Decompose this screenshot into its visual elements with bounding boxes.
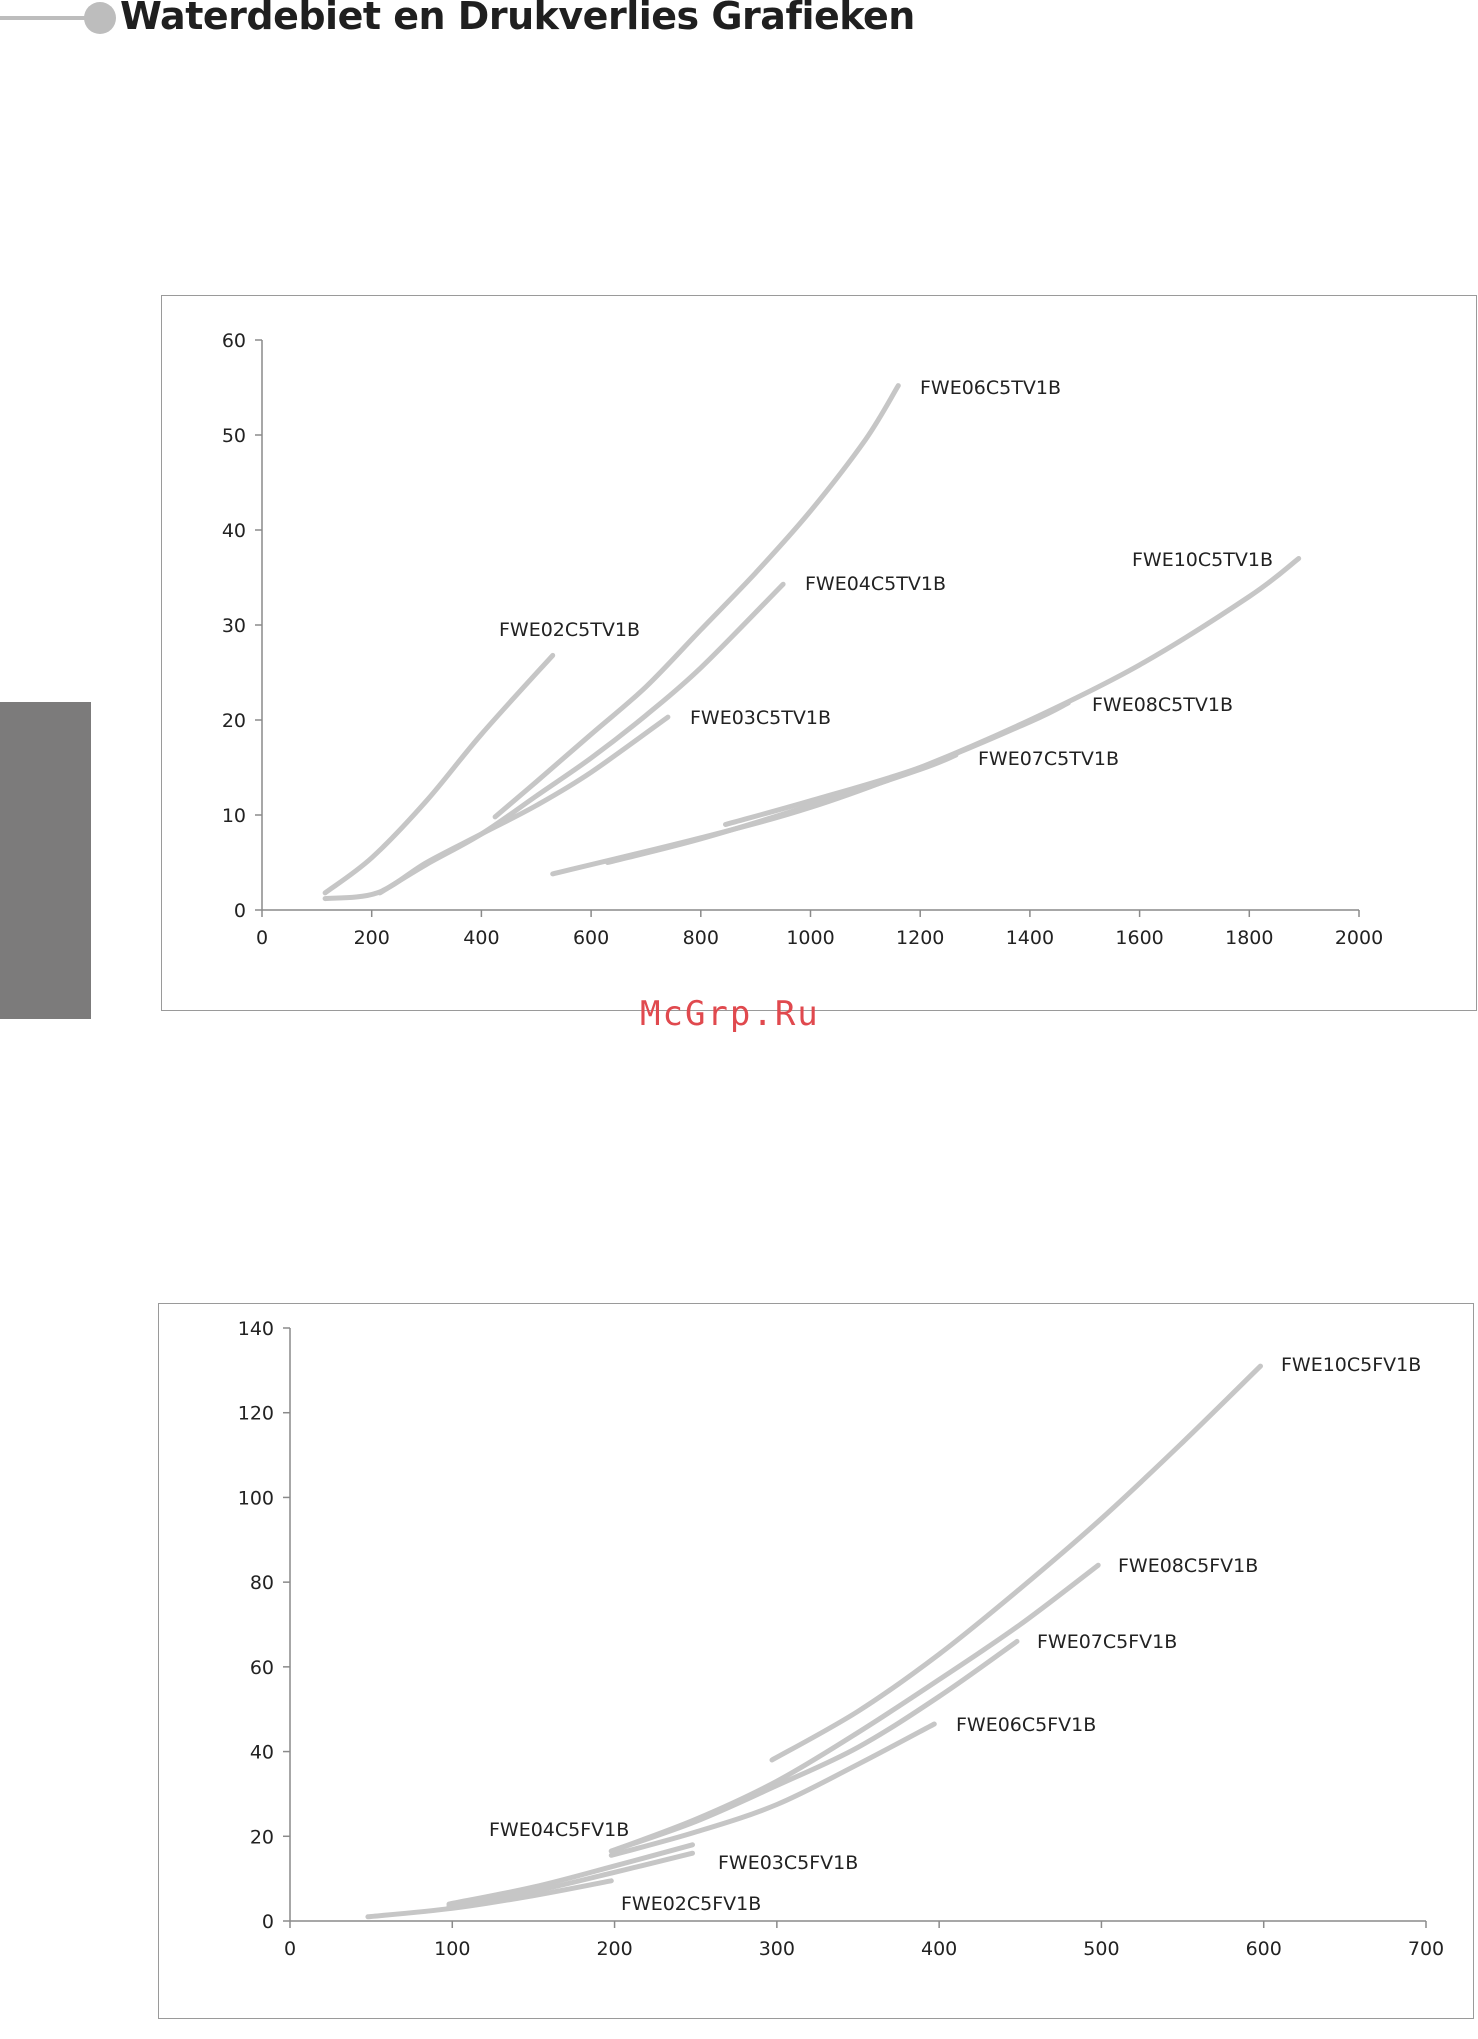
chart-1-x-tick-label: 1000 [786, 927, 834, 949]
chart-1-series-label-fwe02c5tv1b: FWE02C5TV1B [499, 619, 640, 641]
chart-1-series-label-fwe08c5tv1b: FWE08C5TV1B [1092, 694, 1233, 716]
chart-2-series-label-fwe06c5fv1b: FWE06C5FV1B [956, 1714, 1096, 1736]
chart-1-x-tick-label: 0 [256, 927, 268, 949]
chart-1-series-fwe04c5tv1b [377, 581, 786, 896]
chart-2-x-tick-label: 0 [284, 1938, 296, 1960]
chart-2-y-tick-label: 120 [238, 1403, 274, 1425]
chart-1-x-tick-label: 400 [463, 927, 499, 949]
chart-1-series-fwe02c5tv1b [322, 652, 556, 896]
chart-2-series-fwe08c5fv1b [608, 1562, 1101, 1854]
chart-2-series-label-fwe04c5fv1b: FWE04C5FV1B [489, 1819, 629, 1841]
chart-1-series-label-fwe06c5tv1b: FWE06C5TV1B [920, 377, 1061, 399]
chart-1-y-tick-label: 50 [222, 425, 246, 447]
chart-2-series-label-fwe03c5fv1b: FWE03C5FV1B [718, 1852, 858, 1874]
header-decoration-line [0, 16, 100, 20]
chart-1-x-tick-label: 1400 [1006, 927, 1054, 949]
chart-1-series-fwe06c5tv1b [492, 383, 901, 820]
chart-2-series-label-fwe08c5fv1b: FWE08C5FV1B [1118, 1555, 1258, 1577]
watermark: McGrp.Ru [640, 994, 820, 1034]
page-title: Waterdebiet en Drukverlies Grafieken [120, 0, 915, 38]
chart-1-x-tick-label: 600 [573, 927, 609, 949]
chart-1-y-tick-label: 0 [234, 900, 246, 922]
chart-2-series-fwe07c5fv1b [608, 1638, 1020, 1854]
chart-2-frame [158, 1303, 1474, 2019]
chart-2-y-tick-label: 140 [238, 1318, 274, 1340]
chart-2-x-tick-label: 700 [1408, 1938, 1444, 1960]
chart-2-y-tick-label: 100 [238, 1487, 274, 1509]
chart-1-x-tick-label: 1800 [1225, 927, 1273, 949]
chart-2-series-fwe03c5fv1b [446, 1850, 695, 1909]
chart-2-x-tick-label: 400 [921, 1938, 957, 1960]
chart-1-x-tick-label: 1200 [896, 927, 944, 949]
chart-2-y-tick-label: 0 [262, 1911, 274, 1933]
chart-1-y-tick-label: 60 [222, 330, 246, 352]
chart-2-x-tick-label: 500 [1083, 1938, 1119, 1960]
chart-1-x-tick-label: 1600 [1115, 927, 1163, 949]
chart-1-series-label-fwe03c5tv1b: FWE03C5TV1B [690, 707, 831, 729]
header-decoration-dot [84, 2, 116, 34]
chart-2-x-tick-label: 300 [759, 1938, 795, 1960]
chart-1-series-label-fwe04c5tv1b: FWE04C5TV1B [805, 573, 946, 595]
chart-2-series-label-fwe07c5fv1b: FWE07C5FV1B [1037, 1631, 1177, 1653]
chart-2-x-tick-label: 100 [434, 1938, 470, 1960]
chart-1-y-tick-label: 30 [222, 615, 246, 637]
side-tab [0, 702, 91, 1019]
chart-2-series-fwe10c5fv1b [769, 1363, 1263, 1763]
chart-2-series-fwe06c5fv1b [608, 1721, 937, 1858]
chart-2-x-tick-label: 600 [1246, 1938, 1282, 1960]
chart-2-series-fwe02c5fv1b [365, 1878, 614, 1920]
chart-1-series-label-fwe07c5tv1b: FWE07C5TV1B [978, 748, 1119, 770]
chart-2-series-fwe04c5fv1b [446, 1842, 695, 1907]
chart-2-y-tick-label: 60 [250, 1657, 274, 1679]
chart-2-x-tick-label: 200 [596, 1938, 632, 1960]
chart-1-x-tick-label: 200 [354, 927, 390, 949]
chart-1-y-tick-label: 10 [222, 805, 246, 827]
chart-1-series-fwe10c5tv1b [550, 556, 1302, 877]
chart-1-x-tick-label: 800 [683, 927, 719, 949]
chart-1-y-tick-label: 20 [222, 710, 246, 732]
chart-1-x-tick-label: 2000 [1335, 927, 1383, 949]
chart-1-series-label-fwe10c5tv1b: FWE10C5TV1B [1132, 549, 1273, 571]
chart-1-y-tick-label: 40 [222, 520, 246, 542]
chart-2-y-tick-label: 20 [250, 1826, 274, 1848]
chart-2-y-tick-label: 40 [250, 1742, 274, 1764]
chart-2-series-label-fwe10c5fv1b: FWE10C5FV1B [1281, 1354, 1421, 1376]
chart-2-y-tick-label: 80 [250, 1572, 274, 1594]
chart-2-series-label-fwe02c5fv1b: FWE02C5FV1B [621, 1893, 761, 1915]
